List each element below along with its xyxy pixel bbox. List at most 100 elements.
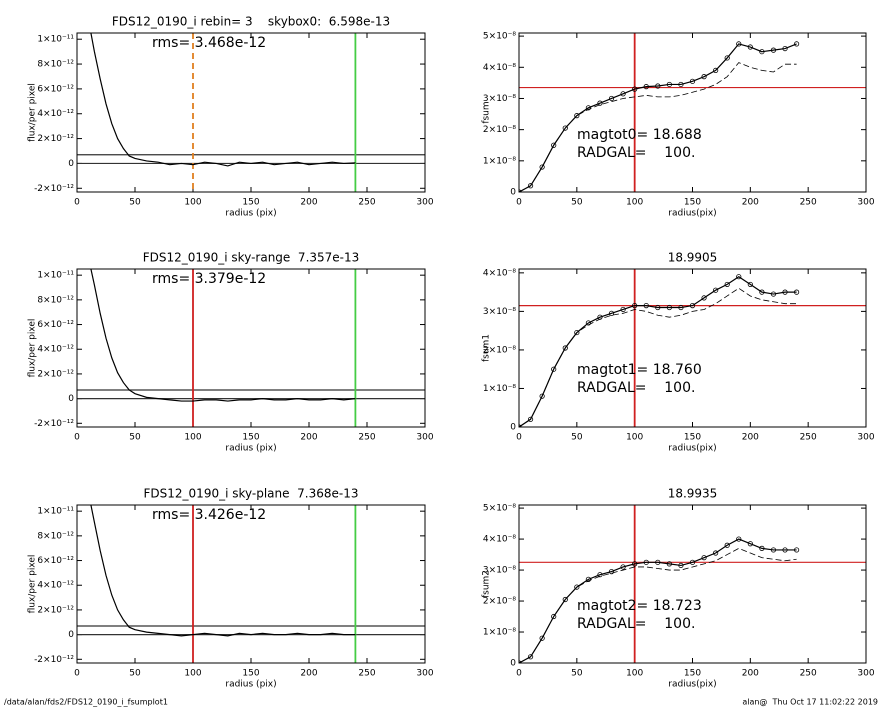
y-tick-label: 4×10⁻⁸ [483, 268, 516, 278]
annotation: RADGAL= 100. [577, 380, 695, 396]
x-tick-label: 300 [857, 669, 874, 679]
y-tick-label: 1×10⁻¹¹ [37, 507, 74, 517]
y-tick-label: 5×10⁻⁸ [483, 32, 516, 42]
y-axis-label: fsum1 [482, 334, 492, 362]
point [643, 303, 649, 309]
point [793, 41, 800, 47]
point [562, 596, 568, 603]
point [770, 547, 777, 553]
point [585, 105, 592, 111]
x-axis-label: radius (pix) [225, 680, 276, 690]
frame [76, 32, 426, 193]
point [574, 329, 580, 336]
x-axis-label: radius(pix) [668, 209, 716, 219]
point [597, 572, 603, 578]
x-tick-label: 200 [300, 433, 317, 443]
y-axis-label: flux/per pixel [28, 83, 38, 142]
point [689, 559, 696, 565]
point [793, 547, 800, 553]
series-line [519, 538, 797, 663]
point [724, 281, 730, 288]
plot-area [77, 505, 425, 663]
y-tick-label: 0 [510, 659, 516, 669]
y-axis-label: fsum2 [482, 570, 492, 598]
x-axis-label: radius(pix) [668, 444, 716, 454]
point [701, 295, 707, 301]
point [551, 142, 557, 148]
y-tick-label: 1×10⁻⁸ [483, 628, 516, 638]
point [713, 550, 719, 556]
y-axis-label: flux/per pixel [28, 555, 38, 614]
y-tick-label: 5×10⁻⁸ [483, 504, 516, 514]
point [782, 547, 788, 553]
y-tick-label: 0 [68, 159, 74, 169]
point [655, 559, 661, 565]
y-tick-label: 8×10⁻¹² [37, 531, 74, 541]
x-tick-label: 150 [684, 433, 701, 443]
point [678, 81, 684, 88]
frame [76, 504, 426, 664]
x-tick-label: 300 [416, 669, 433, 679]
y-tick-label: 3×10⁻⁸ [483, 566, 516, 576]
x-tick-label: 100 [184, 669, 201, 679]
point [620, 91, 626, 97]
y-tick-label: 1×10⁻¹¹ [37, 35, 74, 45]
point [608, 310, 615, 316]
point [713, 67, 719, 74]
point [736, 41, 742, 47]
point [585, 576, 592, 582]
x-tick-label: 300 [416, 198, 433, 208]
x-tick-label: 300 [857, 198, 874, 208]
x-tick-label: 250 [800, 433, 817, 443]
point [666, 304, 672, 311]
series-line [519, 43, 797, 192]
panel-title: FDS12_0190_i sky-plane 7.368e-13 [144, 487, 359, 501]
series-line [519, 275, 797, 427]
annotation: rms= 3.379e-12 [152, 271, 266, 287]
x-tick-label: 250 [358, 198, 375, 208]
y-axis-label: flux/per pixel [28, 319, 38, 378]
y-tick-label: 4×10⁻¹² [37, 345, 74, 355]
y-tick-label: 8×10⁻¹² [37, 295, 74, 305]
point [736, 536, 742, 542]
point [701, 74, 707, 80]
point [770, 291, 777, 297]
point [620, 306, 626, 313]
point [608, 569, 615, 575]
point [736, 274, 742, 280]
y-tick-label: 0 [68, 394, 74, 404]
plot-area [519, 33, 866, 192]
point [747, 541, 753, 547]
x-tick-label: 50 [571, 433, 583, 443]
plot-area [519, 505, 866, 663]
y-tick-label: 2×10⁻¹² [37, 369, 74, 379]
point [574, 584, 580, 590]
y-tick-label: 1×10⁻⁸ [483, 156, 516, 166]
x-axis-label: radius (pix) [225, 444, 276, 454]
y-tick-label: 4×10⁻⁸ [483, 535, 516, 545]
x-tick-label: 0 [74, 669, 80, 679]
point [655, 83, 661, 89]
point [793, 289, 800, 295]
point [770, 47, 777, 53]
point [724, 542, 730, 548]
y-tick-label: 1×10⁻¹¹ [37, 271, 74, 281]
point [689, 78, 696, 84]
panel-title: 18.9935 [668, 487, 718, 501]
series-line [519, 547, 797, 663]
y-axis-label: fsum [482, 101, 492, 123]
annotation: rms= 3.468e-12 [152, 35, 266, 51]
x-tick-label: 100 [626, 198, 643, 208]
x-tick-label: 200 [300, 669, 317, 679]
point [713, 287, 719, 293]
point [539, 164, 545, 170]
point [747, 44, 753, 50]
point [574, 113, 580, 119]
point [643, 84, 649, 90]
frame [518, 268, 867, 428]
y-tick-label: 8×10⁻¹² [37, 60, 74, 70]
y-tick-label: 2×10⁻⁸ [483, 125, 516, 135]
point [782, 45, 788, 52]
series-line [90, 33, 356, 167]
frame [76, 268, 426, 428]
